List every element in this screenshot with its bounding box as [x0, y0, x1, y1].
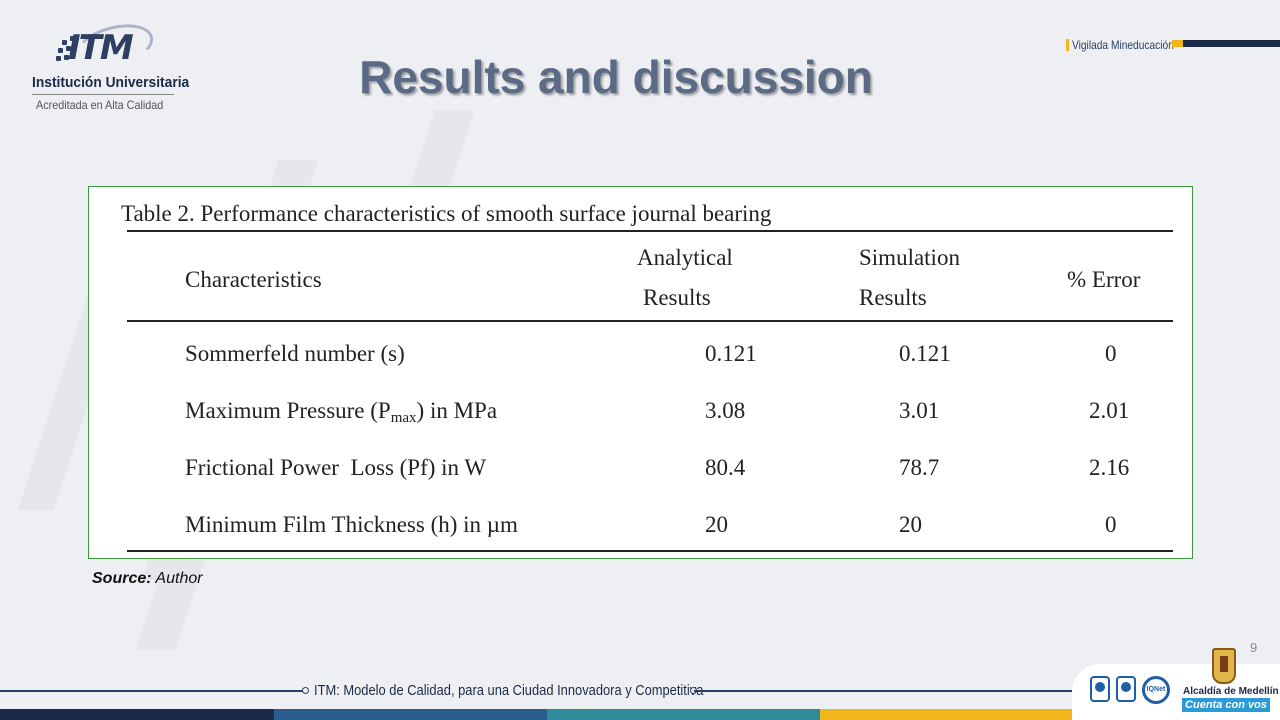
- source-note: Source: Author: [92, 570, 203, 588]
- header-characteristics: Characteristics: [185, 267, 322, 292]
- row-label-post: ) in MPa: [416, 398, 498, 423]
- row-label-sub: max: [390, 410, 417, 426]
- row-simulation: 78.7: [899, 455, 940, 480]
- source-label: Source:: [92, 570, 152, 587]
- header-simulation: Simulation: [859, 245, 960, 270]
- row-label: Minimum Film Thickness (h) in µm: [185, 512, 518, 537]
- color-strip-yellow: [820, 709, 1080, 720]
- vigilada-bar: [1066, 39, 1069, 51]
- row-label: Frictional Power Loss (Pf) in W: [185, 455, 487, 480]
- row-simulation: 20: [899, 512, 922, 537]
- header-simulation-results: Results: [859, 285, 927, 310]
- row-label: Maximum Pressure (Pmax) in MPa: [185, 398, 497, 427]
- page-number: 9: [1250, 640, 1258, 655]
- vigilada-line: [1172, 40, 1280, 47]
- row-error: 2.16: [1089, 455, 1130, 480]
- performance-table: Table 2. Performance characteristics of …: [88, 186, 1193, 559]
- row-analytical: 0.121: [705, 341, 757, 366]
- footer-line-right: [694, 690, 1084, 692]
- alcaldia-name: Alcaldía de Medellín: [1183, 686, 1279, 697]
- vigilada-badge: Vigilada Mineducación: [1066, 38, 1192, 52]
- source-value: Author: [151, 570, 203, 587]
- row-error: 2.01: [1089, 398, 1130, 423]
- footer-slogan: ITM: Modelo de Calidad, para una Ciudad …: [314, 682, 704, 699]
- row-label: Sommerfeld number (s): [185, 341, 405, 366]
- table-row: Maximum Pressure (Pmax) in MPa 3.08 3.01…: [89, 398, 1192, 438]
- header-analytical: Analytical: [637, 245, 733, 270]
- table-row: Frictional Power Loss (Pf) in W 80.4 78.…: [89, 455, 1192, 495]
- vigilada-text: Vigilada Mineducación: [1072, 38, 1174, 52]
- row-error: 0: [1105, 512, 1117, 537]
- slide-title: Results and discussion: [359, 51, 873, 103]
- header-error: % Error: [1067, 267, 1141, 292]
- row-label-pre: Maximum Pressure (P: [185, 398, 391, 423]
- alcaldia-slogan: Cuenta con vos: [1182, 698, 1270, 712]
- alcaldia-emblem-icon: [1212, 648, 1236, 684]
- footer-dot-icon: [302, 687, 309, 694]
- table-caption: Table 2. Performance characteristics of …: [121, 201, 772, 226]
- row-analytical: 20: [705, 512, 728, 537]
- certification-badge-icon: [1116, 676, 1136, 702]
- color-strip-navy: [0, 709, 274, 720]
- color-strip-blue: [274, 709, 547, 720]
- header-analytical-results: Results: [643, 285, 711, 310]
- footer-line-left: [0, 690, 305, 692]
- table-header-rule: [127, 320, 1173, 322]
- iqnet-badge-icon: IQNet: [1142, 676, 1170, 704]
- table-top-rule: [127, 230, 1173, 232]
- row-analytical: 3.08: [705, 398, 746, 423]
- itm-logo: ITM Institución Universitaria Acreditada…: [28, 17, 190, 122]
- row-error: 0: [1105, 341, 1117, 366]
- logo-name: Institución Universitaria: [32, 74, 190, 91]
- row-simulation: 3.01: [899, 398, 940, 423]
- table-row: Minimum Film Thickness (h) in µm 20 20 0: [89, 512, 1192, 552]
- table-row: Sommerfeld number (s) 0.121 0.121 0: [89, 341, 1192, 381]
- certification-badge-icon: [1090, 676, 1110, 702]
- logo-mark: ITM: [68, 28, 134, 68]
- logo-subtitle: Acreditada en Alta Calidad: [36, 98, 164, 112]
- row-simulation: 0.121: [899, 341, 951, 366]
- table-bottom-rule: [127, 550, 1173, 552]
- row-analytical: 80.4: [705, 455, 746, 480]
- logo-dots-icon: [56, 36, 84, 64]
- logo-divider: [32, 94, 174, 95]
- color-strip-teal: [547, 709, 820, 720]
